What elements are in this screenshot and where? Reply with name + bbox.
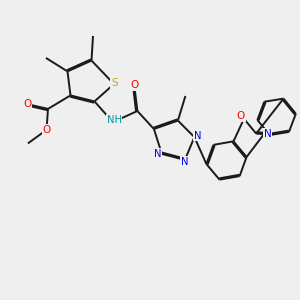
Text: O: O <box>130 80 139 90</box>
Text: O: O <box>237 111 245 122</box>
Text: S: S <box>111 78 118 88</box>
Text: N: N <box>154 149 161 159</box>
Text: O: O <box>23 99 31 110</box>
Text: N: N <box>264 129 272 139</box>
Text: NH: NH <box>106 115 122 125</box>
Text: O: O <box>42 125 51 135</box>
Text: N: N <box>181 157 189 167</box>
Text: N: N <box>194 130 201 141</box>
